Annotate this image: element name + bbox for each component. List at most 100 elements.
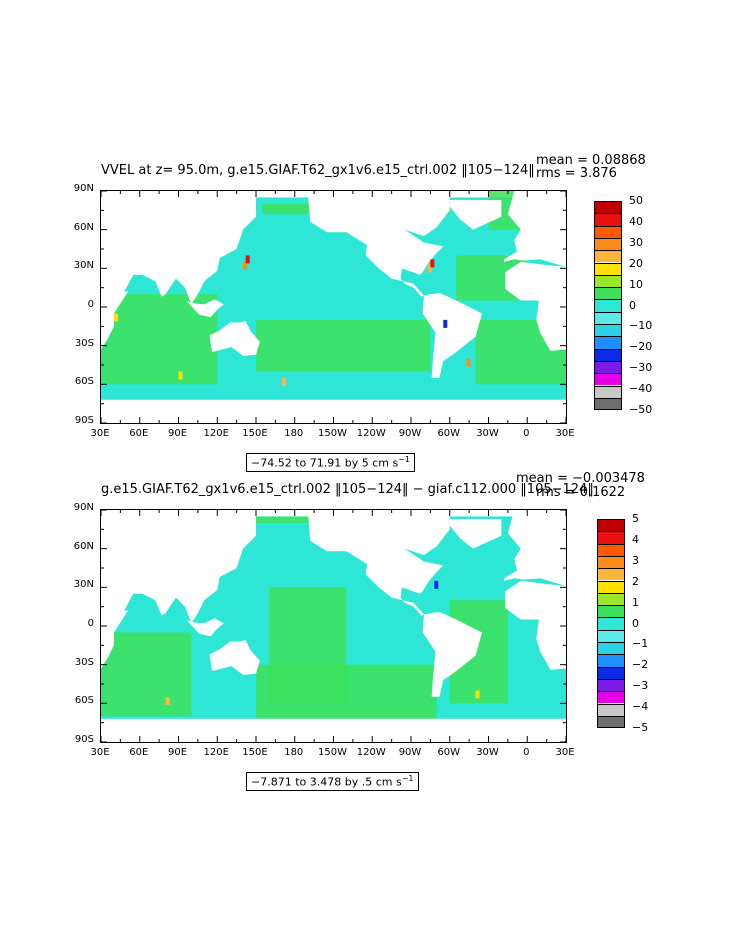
- colorbar-swatch: [597, 654, 625, 667]
- current-streak: [466, 358, 471, 367]
- lon-label: 30W: [476, 747, 499, 758]
- lat-label: 30S: [74, 337, 94, 349]
- lon-label: 60E: [129, 747, 149, 758]
- current-streak: [427, 264, 432, 273]
- current-streak: [243, 261, 248, 270]
- colorbar-outline: [594, 201, 622, 411]
- land-mass: [101, 510, 256, 669]
- lat-label: 60N: [73, 540, 94, 552]
- lat-label: 60N: [73, 221, 94, 233]
- colorbar-swatch: [597, 617, 625, 630]
- colorbar-swatch: [597, 715, 625, 729]
- lon-label: 30E: [90, 428, 110, 439]
- current-streak: [475, 690, 480, 699]
- colorbar-swatch: [594, 262, 622, 275]
- land-mass: [101, 191, 256, 350]
- lon-label: 60W: [437, 747, 461, 758]
- map-svg: [101, 510, 566, 742]
- lon-label: 120W: [356, 428, 386, 439]
- colorbar-swatch: [597, 592, 625, 606]
- current-streak: [245, 255, 250, 264]
- colorbar-swatch: [597, 691, 625, 704]
- colorbar-label: −4: [632, 700, 649, 714]
- panel-title: g.e15.GIAF.T62_gx1v6.e15_ctrl.002 ‖105−1…: [101, 482, 594, 497]
- current-streak: [281, 377, 286, 386]
- colorbar-swatch: [597, 605, 625, 618]
- colorbar-swatch: [594, 237, 622, 251]
- colorbar-label: −20: [629, 340, 653, 354]
- lon-label: 120E: [203, 747, 229, 758]
- colorbar-swatch: [594, 274, 622, 288]
- current-streak: [434, 580, 439, 589]
- colorbar-label: 50: [629, 194, 643, 207]
- lon-label: 0: [523, 428, 530, 439]
- colorbar-swatch: [594, 348, 622, 361]
- lat-label: 0: [87, 618, 94, 629]
- land-mass: [422, 292, 483, 378]
- colorbar-swatch: [597, 580, 625, 593]
- colorbar-label: −40: [629, 382, 653, 396]
- mean-stat: mean = −0.003478: [516, 471, 645, 486]
- colorbar-swatch: [597, 703, 625, 716]
- lat-label: 90N: [73, 183, 94, 194]
- colorbar-swatch: [597, 555, 625, 569]
- colorbar-swatch: [597, 642, 625, 655]
- current-streak: [443, 319, 448, 328]
- lon-label: 90E: [167, 747, 188, 758]
- lon-label: 150E: [242, 747, 268, 758]
- lon-label: 30E: [555, 428, 575, 439]
- lon-label: 30E: [90, 747, 110, 758]
- lat-label: 0: [87, 299, 94, 310]
- colorbar-outline: [597, 519, 625, 729]
- colorbar-swatch: [594, 213, 622, 226]
- colorbar-swatch: [594, 336, 622, 349]
- land-mass: [186, 299, 224, 318]
- panel-title: VVEL at z= 95.0m, g.e15.GIAF.T62_gx1v6.e…: [101, 163, 535, 178]
- colorbar-label: −3: [632, 679, 649, 693]
- mean-stat: mean = 0.08868: [536, 153, 646, 168]
- colorbar-label: 5: [632, 512, 639, 525]
- colorbar-label: 20: [629, 256, 643, 270]
- colorbar-swatch: [594, 385, 622, 398]
- lon-label: 30W: [476, 428, 499, 439]
- current-streak: [178, 371, 183, 380]
- colorbar-label: −1: [632, 637, 649, 651]
- land-mass: [209, 640, 260, 675]
- lon-label: 150W: [318, 428, 347, 439]
- colorbar-swatch: [594, 360, 622, 374]
- lon-label: 180: [284, 747, 304, 758]
- green-region: [256, 664, 437, 723]
- lon-label: 180: [284, 428, 304, 439]
- land-mass: [307, 510, 450, 616]
- colorbar-label: −10: [629, 319, 653, 333]
- lat-label: 90S: [74, 734, 94, 745]
- lon-label: 120E: [203, 428, 229, 439]
- colorbar-label: −5: [632, 721, 649, 735]
- contour-range-label: −74.52 to 71.91 by 5 cm s−1: [246, 453, 416, 472]
- colorbar-label: −30: [629, 361, 653, 375]
- lat-label: 90N: [73, 502, 94, 513]
- lon-label: 150E: [242, 428, 268, 439]
- land-mass: [505, 261, 566, 351]
- colorbar-label: 0: [632, 616, 639, 630]
- colorbar-label: −50: [629, 403, 653, 417]
- lon-label: 0: [523, 747, 530, 758]
- land-mass: [449, 519, 502, 549]
- colorbar-swatch: [594, 299, 622, 312]
- colorbar-label: 2: [632, 574, 639, 588]
- colorbar-swatch: [597, 629, 625, 642]
- current-streak: [113, 313, 118, 322]
- land-mass: [209, 321, 260, 356]
- lat-label: 30S: [74, 656, 94, 668]
- map-svg: [101, 191, 566, 423]
- rms-stat: rms = 3.876: [536, 166, 617, 181]
- colorbar-label: 10: [629, 277, 643, 291]
- colorbar-swatch: [594, 397, 622, 411]
- lon-label: 60W: [437, 428, 461, 439]
- map-plot: [100, 190, 567, 424]
- colorbar-label: 0: [629, 298, 636, 312]
- current-streak: [430, 259, 435, 268]
- land-mass: [449, 200, 502, 230]
- land-mass: [504, 191, 566, 268]
- lon-label: 90W: [398, 428, 422, 439]
